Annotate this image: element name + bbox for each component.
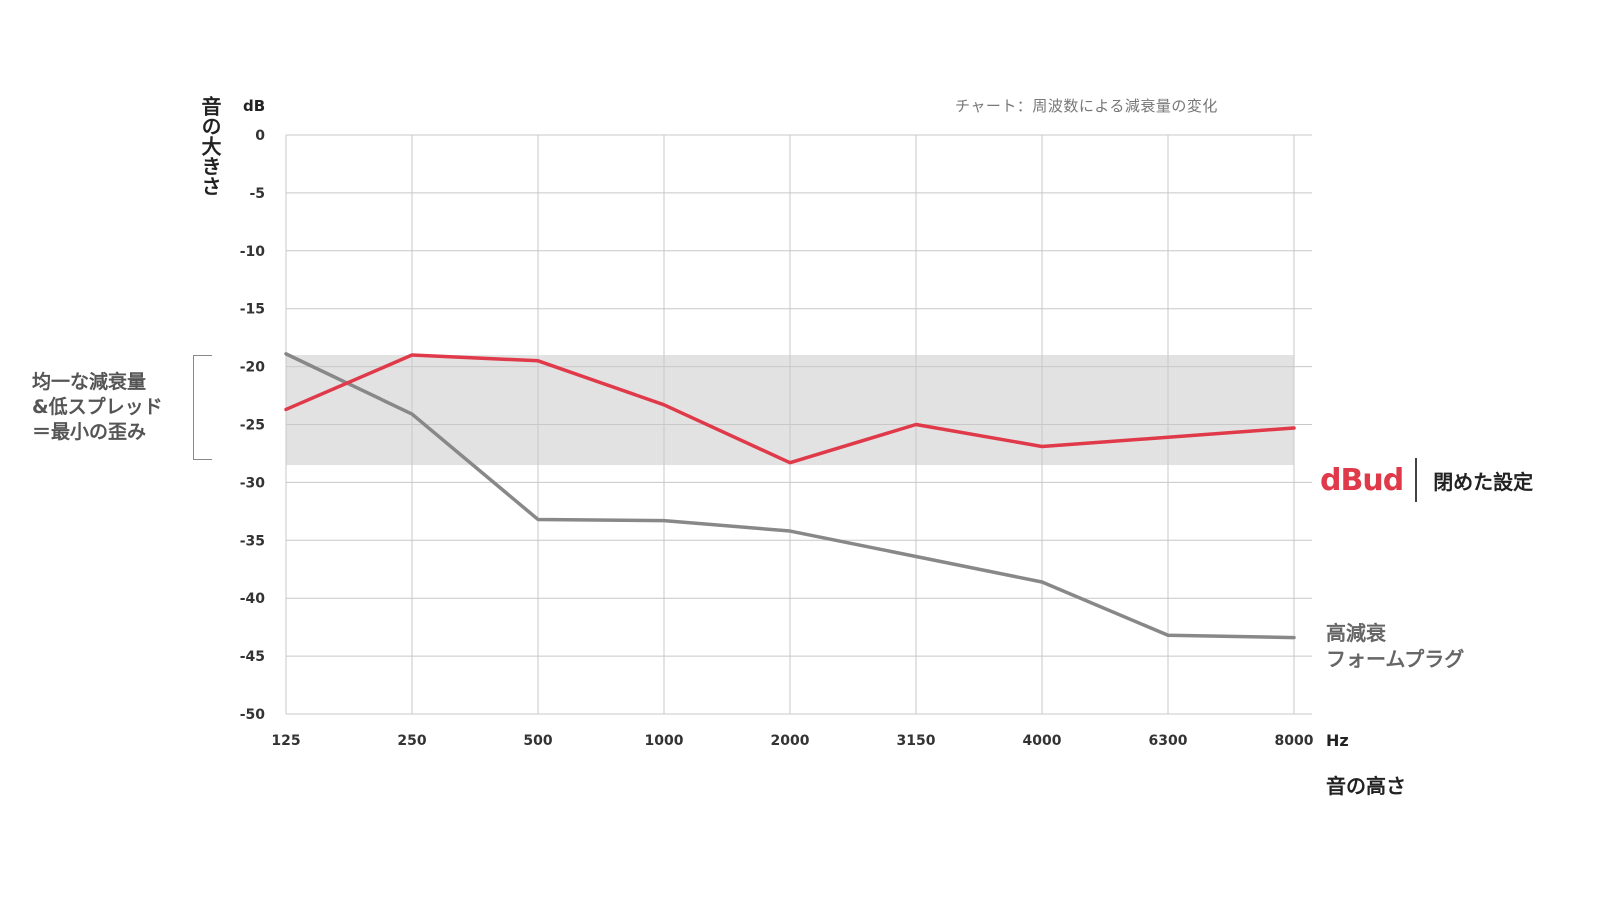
- y-tick-label: -25: [240, 418, 265, 434]
- x-tick-label: 8000: [1275, 733, 1314, 749]
- series-line: [284, 352, 1296, 640]
- y-tick-labels: 0 -5 -10 -15 -20 -25 -30 -35 -40 -45 -50: [240, 128, 266, 723]
- x-tick-label: 125: [271, 733, 300, 749]
- x-tick-label: 250: [397, 733, 426, 749]
- band-annotation-line: ＝最小の歪み: [32, 421, 147, 443]
- legend-foam-line: フォームプラグ: [1326, 647, 1465, 671]
- x-axis-title: 音の高さ: [1326, 774, 1406, 798]
- series-lines: [284, 352, 1296, 640]
- band-annotation: 均一な減衰量 &低スプレッド ＝最小の歪み: [32, 370, 163, 445]
- x-tick-labels: 125 250 500 1000 2000 3150 4000 6300 8000: [271, 733, 1313, 749]
- x-tick-label: 1000: [645, 733, 684, 749]
- x-axis-unit: Hz: [1326, 731, 1349, 750]
- y-tick-label: -10: [240, 244, 266, 260]
- y-tick-label: -20: [240, 360, 266, 376]
- x-tick-label: 6300: [1149, 733, 1188, 749]
- y-tick-label: -35: [240, 533, 265, 549]
- legend-foam: 高減衰 フォームプラグ: [1326, 620, 1464, 672]
- x-tick-label: 2000: [771, 733, 810, 749]
- legend-dbud-label: 閉めた設定: [1433, 469, 1534, 494]
- grid-lines: [285, 134, 1312, 715]
- series-line: [284, 353, 1296, 465]
- y-tick-label: 0: [255, 128, 265, 144]
- x-tick-label: 4000: [1023, 733, 1062, 749]
- y-tick-label: -45: [240, 649, 265, 665]
- band-annotation-line: 均一な減衰量: [32, 371, 147, 393]
- y-tick-label: -15: [240, 302, 265, 318]
- y-tick-label: -50: [240, 707, 266, 723]
- band-annotation-line: &低スプレッド: [32, 396, 163, 418]
- dbud-logo: dBud: [1320, 462, 1404, 498]
- y-tick-label: -5: [249, 186, 265, 202]
- chart-title: チャート：周波数による減衰量の変化: [955, 97, 1218, 115]
- x-tick-label: 500: [523, 733, 552, 749]
- y-tick-label: -30: [240, 475, 266, 491]
- y-axis-title: 音の大きさ: [198, 96, 222, 196]
- y-axis-unit: dB: [243, 97, 266, 115]
- y-tick-label: -40: [240, 591, 266, 607]
- x-tick-label: 3150: [897, 733, 936, 749]
- legend-divider: [1415, 458, 1418, 502]
- legend-foam-line: 高減衰: [1326, 621, 1386, 645]
- band-bracket: [193, 355, 212, 460]
- legend-dbud: dBud 閉めた設定: [1320, 458, 1533, 502]
